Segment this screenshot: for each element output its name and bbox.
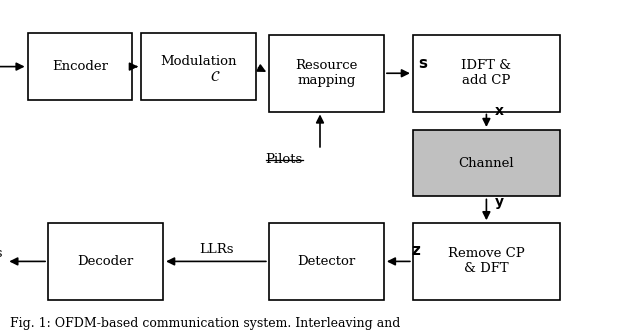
Text: Resource
mapping: Resource mapping <box>295 59 358 87</box>
Text: $\mathcal{C}$: $\mathcal{C}$ <box>211 70 221 84</box>
Text: Modulation: Modulation <box>160 55 237 68</box>
Text: Remove CP
& DFT: Remove CP & DFT <box>448 247 525 275</box>
Bar <box>269 223 384 300</box>
Bar <box>413 35 560 112</box>
Bar <box>413 130 560 196</box>
Bar <box>48 223 163 300</box>
Text: Fig. 1: OFDM-based communication system. Interleaving and: Fig. 1: OFDM-based communication system.… <box>10 316 400 330</box>
Bar <box>28 33 132 100</box>
Text: $\mathbf{x}$: $\mathbf{x}$ <box>494 104 505 118</box>
Text: IDFT &
add CP: IDFT & add CP <box>461 59 511 87</box>
Text: LLRs: LLRs <box>199 243 233 256</box>
Text: Encoder: Encoder <box>52 60 108 73</box>
Text: $\mathbf{z}$: $\mathbf{z}$ <box>412 244 421 258</box>
Text: Channel: Channel <box>459 157 514 170</box>
Text: $\mathbf{y}$: $\mathbf{y}$ <box>494 195 505 211</box>
Bar <box>141 33 256 100</box>
Text: Pilots: Pilots <box>266 153 303 166</box>
Bar <box>269 35 384 112</box>
Text: Detector: Detector <box>297 255 356 268</box>
Bar <box>413 223 560 300</box>
Text: bits: bits <box>0 246 3 260</box>
Text: $\mathbf{s}$: $\mathbf{s}$ <box>418 57 428 71</box>
Text: Decoder: Decoder <box>77 255 134 268</box>
